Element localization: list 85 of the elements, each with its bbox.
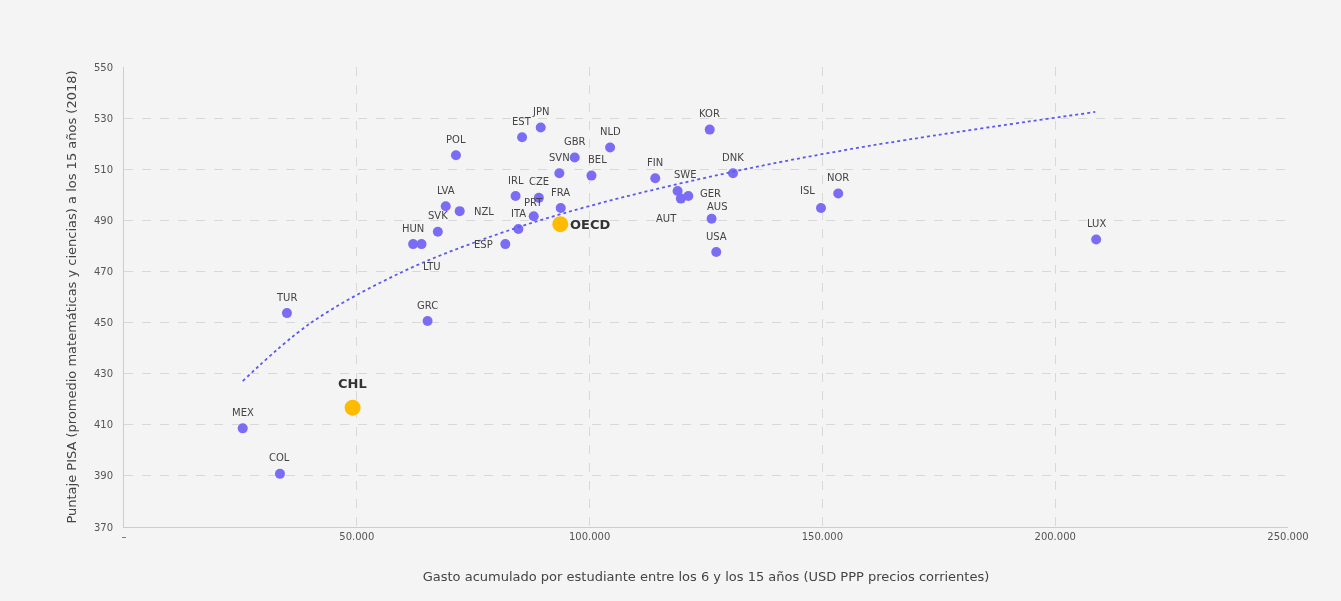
point [650,173,661,184]
point [440,201,451,212]
x-tick-label: 250.000 [1267,531,1309,542]
point [1091,234,1102,245]
point [535,122,546,133]
x-axis-title: Gasto acumulado por estudiante entre los 6 y los 15 años (USD PPP precios corrientes) [422,568,990,584]
y-tick-label: 530 [93,112,113,124]
y-tick-label: 410 [93,419,113,431]
annotation: LUX [1087,218,1107,229]
point [706,213,717,224]
annotation: ESP [474,239,493,250]
point [274,468,285,479]
y-tick-label: 470 [93,265,113,277]
annotation: LTU [423,261,441,272]
annotation: LVA [437,185,455,196]
annotation: ISL [800,185,816,196]
point [552,216,569,233]
annotation: CZE [529,176,550,187]
annotation: NLD [600,126,622,137]
point [454,206,465,217]
point [517,132,528,143]
annotation: KOR [699,108,720,119]
point [528,211,539,222]
point [237,423,248,434]
annotation: CHL [338,376,367,391]
annotation: FRA [551,187,571,198]
x-tick-label: 200.000 [1034,531,1076,542]
point [281,308,292,319]
annotation: COL [269,452,290,463]
x-tick-label: 100.000 [568,531,611,542]
annotation: ITA [511,208,527,219]
annotation: JPN [532,106,550,117]
annotation: AUS [707,201,728,212]
point [555,203,566,214]
annotation: USA [706,231,727,242]
annotation: POL [446,134,466,145]
x-tick-label: – [121,531,127,542]
annotation: FIN [647,157,664,168]
annotation: IRL [508,175,524,186]
point [728,168,738,179]
annotation: NZL [474,206,495,217]
annotation: MEX [232,407,254,418]
y-tick-label: 490 [93,214,113,226]
point [605,142,616,153]
point [586,170,597,181]
y-tick-label: 510 [93,163,113,175]
annotation: OECD [570,217,611,232]
annotation: GER [700,188,722,199]
annotation: NOR [827,172,850,183]
y-tick-label: 390 [93,470,113,482]
point [422,316,433,327]
annotation: SVK [428,210,449,221]
annotation: BEL [588,154,608,165]
annotation: SVN [549,152,570,163]
point [554,168,565,179]
point [672,185,683,196]
annotation: HUN [402,223,425,234]
point [704,124,715,135]
point [432,226,443,237]
y-axis-title: Puntaje PISA (promedio matemáticas y ciencias) a los 15 años (2018) [63,70,79,524]
point [344,399,361,416]
annotation: PRT [524,197,544,208]
point [683,191,694,202]
point [416,239,427,250]
point [510,191,521,202]
annotation: SWE [674,169,697,180]
point [816,203,826,214]
annotation: GBR [564,136,586,147]
point [711,247,722,258]
y-tick-label: 370 [93,521,113,533]
point [450,150,461,161]
point [569,152,580,163]
x-tick-label: 150.000 [801,531,844,542]
annotation: TUR [276,292,298,303]
annotation: EST [512,116,532,127]
point [500,239,511,250]
annotation: GRC [417,300,439,311]
y-tick-label: 550 [93,61,113,73]
y-tick-label: 430 [93,368,113,380]
annotation: AUT [656,213,678,224]
point [833,188,844,199]
y-tick-label: 450 [93,317,113,329]
point [408,239,419,250]
x-tick-label: 50.000 [339,531,375,542]
annotation: DNK [722,152,745,163]
